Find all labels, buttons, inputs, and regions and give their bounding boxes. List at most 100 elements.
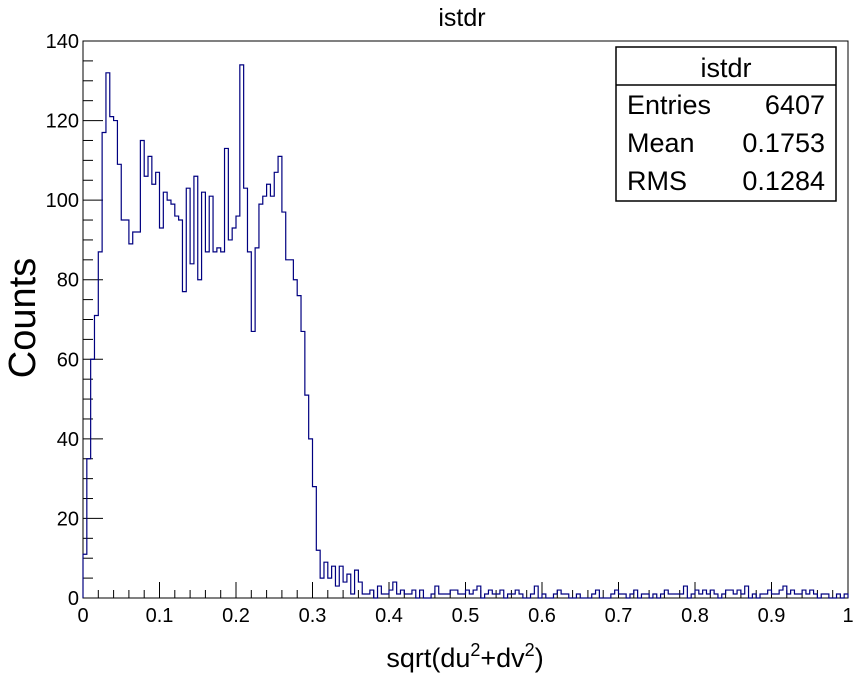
histogram-bin	[802, 590, 806, 598]
stats-row-label: RMS	[627, 166, 687, 196]
histogram-bin	[565, 594, 569, 598]
stats-row-label: Entries	[627, 90, 711, 120]
histogram-bin	[634, 590, 638, 598]
histogram-bin	[355, 570, 359, 598]
histogram-bin	[710, 590, 714, 598]
histogram-bin	[737, 590, 741, 598]
histogram-bin	[378, 586, 382, 598]
histogram-bin	[190, 264, 194, 598]
histogram-bin	[137, 232, 141, 598]
histogram-bin	[645, 594, 649, 598]
histogram-bin	[814, 594, 818, 598]
histogram-bin	[775, 594, 779, 598]
histogram-bin	[114, 121, 118, 598]
histogram-bin	[225, 148, 229, 598]
x-tick-label: 0.7	[605, 605, 633, 627]
histogram-bin	[163, 192, 167, 598]
histogram-bin	[641, 594, 645, 598]
histogram-bin	[179, 220, 183, 598]
histogram-bin	[339, 566, 343, 598]
histogram-outline	[82, 64, 849, 599]
histogram-bin	[320, 578, 324, 598]
x-tick-label: 0.1	[146, 605, 174, 627]
x-tick-label: 0	[77, 605, 88, 627]
axes: 0 20 40 60 80 100 120 140 0 0.1 0.2 0.3 0.4 0.5 0.6 0.7…	[46, 31, 854, 627]
y-tick-label: 100	[46, 190, 79, 212]
stats-row-value: 0.1753	[742, 128, 825, 158]
x-tick-label: 0.8	[681, 605, 709, 627]
histogram-bin	[316, 550, 320, 598]
histogram-bin	[366, 594, 370, 598]
histogram-bin	[458, 594, 462, 598]
histogram-bin	[117, 164, 121, 598]
histogram-bin	[244, 188, 248, 598]
histogram-bin	[129, 244, 133, 598]
histogram-bin	[251, 331, 255, 598]
stats-row-value: 0.1284	[742, 166, 825, 196]
histogram-bin	[270, 196, 274, 598]
histogram-bin	[531, 594, 535, 598]
histogram-bin	[661, 594, 665, 598]
histogram-bin	[741, 594, 745, 598]
histogram-bin	[259, 204, 263, 598]
x-tick-label: 0.2	[222, 605, 250, 627]
histogram-bin	[726, 590, 730, 598]
histogram-bin	[202, 192, 206, 598]
histogram-bin	[228, 240, 232, 598]
histogram-bin	[160, 228, 164, 598]
histogram-bin	[534, 586, 538, 598]
histogram-bin	[695, 590, 699, 598]
histogram-bin	[783, 586, 787, 598]
histogram-bin	[672, 594, 676, 598]
histogram-bin	[454, 590, 458, 598]
histogram-bin	[255, 248, 259, 598]
histogram-bin	[144, 176, 148, 598]
x-axis-label-base: sqrt(du	[386, 643, 470, 673]
histogram-bin	[263, 196, 267, 598]
histogram-bin	[404, 594, 408, 598]
x-axis-label-end: )	[535, 643, 544, 673]
histogram-bin	[194, 176, 198, 598]
histogram-bin	[347, 574, 351, 598]
histogram-bin	[240, 65, 244, 598]
histogram-bin	[397, 594, 401, 598]
histogram-bin	[420, 590, 424, 598]
x-tick-label: 0.4	[375, 605, 403, 627]
histogram-bin	[462, 594, 466, 598]
x-axis-label-sup1: 2	[470, 640, 480, 660]
histogram-bin	[450, 590, 454, 598]
histogram-bin	[764, 594, 768, 598]
histogram-bin	[664, 590, 668, 598]
histogram-bin	[703, 590, 707, 598]
histogram-bin	[232, 228, 236, 598]
histogram-bin	[439, 594, 443, 598]
histogram-bin	[186, 188, 190, 598]
x-axis-label-sup2: 2	[525, 640, 535, 660]
x-tick-label: 0.5	[452, 605, 480, 627]
y-axis-label: Counts	[2, 258, 44, 378]
histogram-bin	[140, 140, 144, 598]
histogram-bin	[722, 594, 726, 598]
histogram-bin	[630, 594, 634, 598]
histogram-bin	[393, 582, 397, 598]
y-tick-label: 120	[46, 111, 79, 133]
histogram-bin	[293, 280, 297, 598]
histogram-bin	[515, 590, 519, 598]
y-tick-label: 0	[68, 588, 79, 610]
histogram-bin	[400, 590, 404, 598]
histogram-bin	[485, 594, 489, 598]
histogram-bin	[477, 586, 481, 598]
histogram-bin	[619, 594, 623, 598]
histogram-bin	[435, 586, 439, 598]
histogram-bin	[794, 594, 798, 598]
histogram-bin	[714, 594, 718, 598]
histogram-bin	[182, 292, 186, 598]
histogram-bin	[313, 487, 317, 598]
histogram-bin	[810, 590, 814, 598]
y-tick-label: 140	[46, 31, 79, 53]
x-axis-label: sqrt(du2+dv2)	[386, 640, 543, 673]
histogram-bin	[473, 590, 477, 598]
histogram-bin	[343, 582, 347, 598]
histogram-bin	[217, 248, 221, 598]
histogram-bin	[213, 252, 217, 598]
